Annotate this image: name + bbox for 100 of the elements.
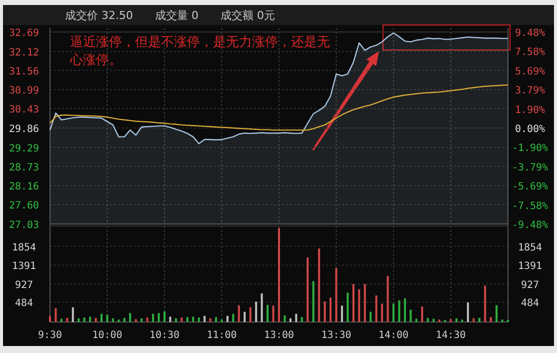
bar bbox=[112, 318, 114, 322]
bar bbox=[415, 318, 418, 322]
bar bbox=[186, 317, 188, 322]
y-tick-label: 29.86 bbox=[8, 124, 40, 135]
bar bbox=[472, 318, 475, 322]
bar bbox=[346, 292, 349, 322]
bar bbox=[60, 318, 62, 322]
bar bbox=[284, 315, 286, 322]
bar bbox=[146, 318, 148, 322]
y2-tick-label: -7.58% bbox=[512, 200, 548, 212]
bar bbox=[426, 318, 429, 322]
bar bbox=[364, 284, 366, 322]
bar bbox=[421, 306, 424, 322]
y2-tick-label: 3.79% bbox=[514, 86, 546, 97]
bar bbox=[255, 302, 258, 322]
bar bbox=[295, 314, 298, 322]
bar bbox=[260, 293, 263, 322]
bar bbox=[432, 318, 435, 322]
bar bbox=[49, 316, 51, 322]
bar bbox=[330, 297, 332, 322]
y2-tick-label: 1391 bbox=[518, 261, 542, 272]
bar bbox=[78, 318, 80, 322]
bar bbox=[129, 313, 132, 322]
bar bbox=[226, 316, 228, 322]
y2-tick-label: -5.69% bbox=[512, 182, 548, 193]
bar bbox=[484, 286, 486, 322]
bar bbox=[496, 305, 498, 322]
bar bbox=[352, 284, 354, 322]
bar bbox=[89, 316, 92, 322]
bar bbox=[318, 248, 320, 322]
bar bbox=[272, 306, 274, 322]
y2-tick-label: 1854 bbox=[518, 242, 542, 254]
bar bbox=[158, 313, 160, 322]
bar bbox=[404, 298, 406, 322]
y-tick-label: 484 bbox=[14, 298, 34, 310]
bar bbox=[450, 319, 452, 322]
x-tick-label: 10:00 bbox=[92, 330, 122, 341]
bar bbox=[306, 257, 309, 322]
bar bbox=[370, 312, 372, 322]
bar bbox=[215, 317, 218, 322]
annotation: 逼近涨停，但是不涨停，是无力涨停，还是无心涨停。 bbox=[69, 35, 330, 68]
y-tick-label: 1854 bbox=[12, 242, 36, 254]
y-tick-label: 32.12 bbox=[8, 47, 40, 58]
bar bbox=[192, 316, 194, 322]
bar bbox=[490, 317, 492, 322]
x-tick-label: 14:00 bbox=[378, 330, 409, 341]
bar bbox=[174, 318, 177, 322]
bar bbox=[140, 318, 143, 322]
y-tick-label: 31.56 bbox=[8, 66, 40, 78]
bar bbox=[238, 305, 240, 322]
bar bbox=[100, 314, 103, 322]
bar bbox=[209, 318, 212, 322]
bar bbox=[266, 304, 269, 322]
y-tick-label: 28.73 bbox=[8, 162, 40, 174]
y2-tick-label: 7.58% bbox=[514, 47, 546, 58]
y2-tick-label: -9.48% bbox=[512, 220, 548, 231]
bar bbox=[466, 302, 469, 322]
x-tick-label: 9:30 bbox=[38, 330, 62, 341]
y2-tick-label: 9.48% bbox=[514, 28, 546, 39]
bar bbox=[204, 316, 206, 322]
line-series bbox=[49, 84, 509, 131]
bar bbox=[152, 314, 154, 322]
bar bbox=[381, 304, 384, 322]
y2-tick-label: 1.90% bbox=[514, 104, 546, 116]
bar bbox=[335, 268, 338, 322]
y2-tick-label: -1.90% bbox=[512, 143, 548, 154]
x-tick-label: 13:00 bbox=[264, 330, 294, 341]
bar bbox=[375, 295, 378, 322]
bar bbox=[169, 316, 172, 322]
bar bbox=[83, 318, 86, 322]
y2-tick-label: 5.69% bbox=[514, 66, 546, 78]
x-tick-label: 13:30 bbox=[321, 330, 352, 341]
y-tick-label: 30.99 bbox=[8, 86, 40, 97]
bar bbox=[66, 318, 68, 322]
bar bbox=[392, 304, 394, 322]
x-tick-label: 14:30 bbox=[436, 330, 466, 341]
bar bbox=[358, 289, 360, 322]
y2-tick-label: 927 bbox=[520, 280, 540, 292]
bar bbox=[478, 318, 480, 322]
bar bbox=[340, 306, 343, 322]
bar bbox=[164, 311, 166, 322]
bar bbox=[94, 318, 97, 322]
bar bbox=[410, 310, 412, 322]
bar bbox=[300, 317, 303, 322]
bar bbox=[278, 228, 280, 322]
bar bbox=[180, 318, 183, 322]
bar bbox=[244, 312, 246, 322]
bar bbox=[312, 281, 314, 322]
y2-tick-label: 484 bbox=[520, 298, 540, 310]
bar bbox=[72, 307, 74, 322]
y-tick-label: 32.69 bbox=[8, 28, 40, 39]
bar bbox=[249, 307, 252, 322]
bar bbox=[134, 319, 137, 322]
x-tick-label: 10:30 bbox=[149, 330, 180, 341]
bar bbox=[289, 318, 292, 322]
bar bbox=[54, 308, 57, 322]
y-tick-label: 28.16 bbox=[8, 182, 40, 193]
chart-title: 成交价 32.50 成交量 0 成交额 0元 bbox=[65, 9, 275, 22]
x-tick-label: 11:00 bbox=[206, 330, 237, 341]
bar bbox=[106, 314, 108, 322]
